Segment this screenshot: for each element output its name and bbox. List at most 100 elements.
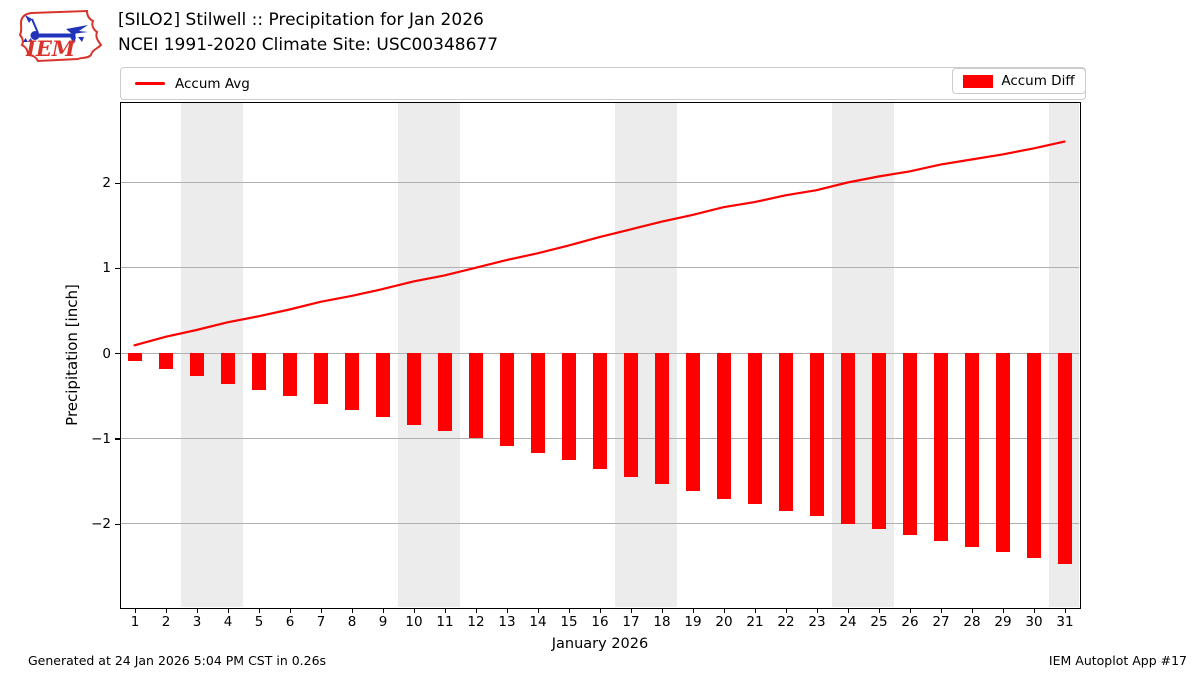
accum-diff-bar [964,353,979,547]
x-tick-label: 23 [808,614,826,630]
x-tick-label: 7 [316,614,326,630]
accum-diff-bar [933,353,948,542]
x-tick-label: 1 [130,614,140,630]
accum-diff-bar [995,353,1010,552]
x-tick-label: 15 [560,614,578,630]
x-tick-label: 2 [161,614,171,630]
x-tick-label: 28 [963,614,981,630]
generated-timestamp: Generated at 24 Jan 2026 5:04 PM CST in … [28,653,327,668]
x-tick-mark [754,609,756,613]
accum-diff-bar [344,353,359,411]
x-tick-label: 4 [223,614,233,630]
accum-avg-line-swatch-icon [135,82,165,85]
x-tick-label: 30 [1025,614,1043,630]
plot-area [120,102,1081,609]
accum-diff-bar [189,353,204,377]
x-tick-mark [971,609,973,613]
x-tick-mark [475,609,477,613]
legend-accum-diff: Accum Diff [952,68,1086,94]
y-tick-mark [115,438,120,440]
x-tick-mark [382,609,384,613]
y-tick-label: −1 [91,430,111,447]
x-tick-mark [909,609,911,613]
accum-diff-bar [840,353,855,524]
accum-diff-bar [902,353,917,535]
accum-diff-bar [1026,353,1041,558]
x-tick-label: 18 [653,614,671,630]
accum-diff-bar [778,353,793,511]
accum-diff-bar [871,353,886,530]
accum-avg-legend-label: Accum Avg [175,75,250,92]
x-tick-label: 3 [192,614,202,630]
x-tick-mark [630,609,632,613]
x-tick-mark [506,609,508,613]
x-tick-label: 14 [529,614,547,630]
x-tick-mark [878,609,880,613]
title-line-2: NCEI 1991-2020 Climate Site: USC00348677 [118,35,499,55]
accum-diff-bar [530,353,545,453]
x-tick-label: 10 [405,614,423,630]
y-tick-mark [115,182,120,184]
accum-diff-bar [468,353,483,439]
x-tick-mark [692,609,694,613]
x-tick-label: 6 [285,614,295,630]
gridline [121,182,1079,183]
logo-text: IEM [25,36,76,61]
x-tick-label: 17 [622,614,640,630]
x-tick-mark [940,609,942,613]
x-tick-label: 12 [467,614,485,630]
y-tick-label: −2 [91,516,111,532]
x-tick-label: 11 [436,614,454,630]
accum-avg-line [133,140,1066,347]
accum-diff-bar [282,353,297,397]
accum-diff-bar [747,353,762,504]
x-tick-mark [847,609,849,613]
accum-diff-bar [220,353,235,384]
x-tick-mark [599,609,601,613]
y-tick-label: 0 [102,345,111,362]
x-tick-mark [723,609,725,613]
x-tick-mark [568,609,570,613]
accum-diff-bar [654,353,669,485]
y-tick-mark [115,523,120,525]
y-tick-label: 2 [102,175,111,191]
x-tick-label: 21 [746,614,764,630]
accum-diff-bar [809,353,824,516]
accum-diff-bar [127,353,142,361]
x-tick-mark [1002,609,1004,613]
x-tick-label: 29 [994,614,1012,630]
legend-accum-avg: Accum Avg [120,67,1086,100]
x-axis-label: January 2026 [551,636,649,652]
x-tick-mark [1064,609,1066,613]
accum-diff-bar [1057,353,1072,565]
accum-diff-bar [623,353,638,477]
x-tick-mark [413,609,415,613]
x-tick-mark [165,609,167,613]
gridline [121,267,1079,269]
x-tick-label: 19 [684,614,702,630]
x-tick-mark [134,609,136,613]
accum-diff-bar-swatch-icon [963,74,994,88]
y-tick-label: 1 [102,260,111,277]
accum-diff-legend-label: Accum Diff [1001,73,1075,89]
accum-diff-bar [685,353,700,492]
x-tick-mark [444,609,446,613]
accum-diff-bar [158,353,173,370]
chart-title: [SILO2] Stilwell :: Precipitation for Ja… [118,8,498,58]
x-tick-label: 5 [254,614,264,630]
plot-canvas [121,103,1079,607]
x-tick-label: 24 [839,614,857,630]
x-tick-mark [320,609,322,613]
x-tick-label: 16 [591,614,609,630]
app-credit: IEM Autoplot App #17 [1048,653,1187,668]
x-tick-mark [537,609,539,613]
x-tick-label: 27 [932,614,950,630]
x-tick-label: 9 [378,614,388,630]
x-tick-label: 20 [715,614,733,630]
x-tick-mark [661,609,663,613]
iem-logo: IEM [18,9,103,63]
x-tick-mark [196,609,198,613]
x-tick-mark [1033,609,1035,613]
accum-diff-bar [561,353,576,461]
